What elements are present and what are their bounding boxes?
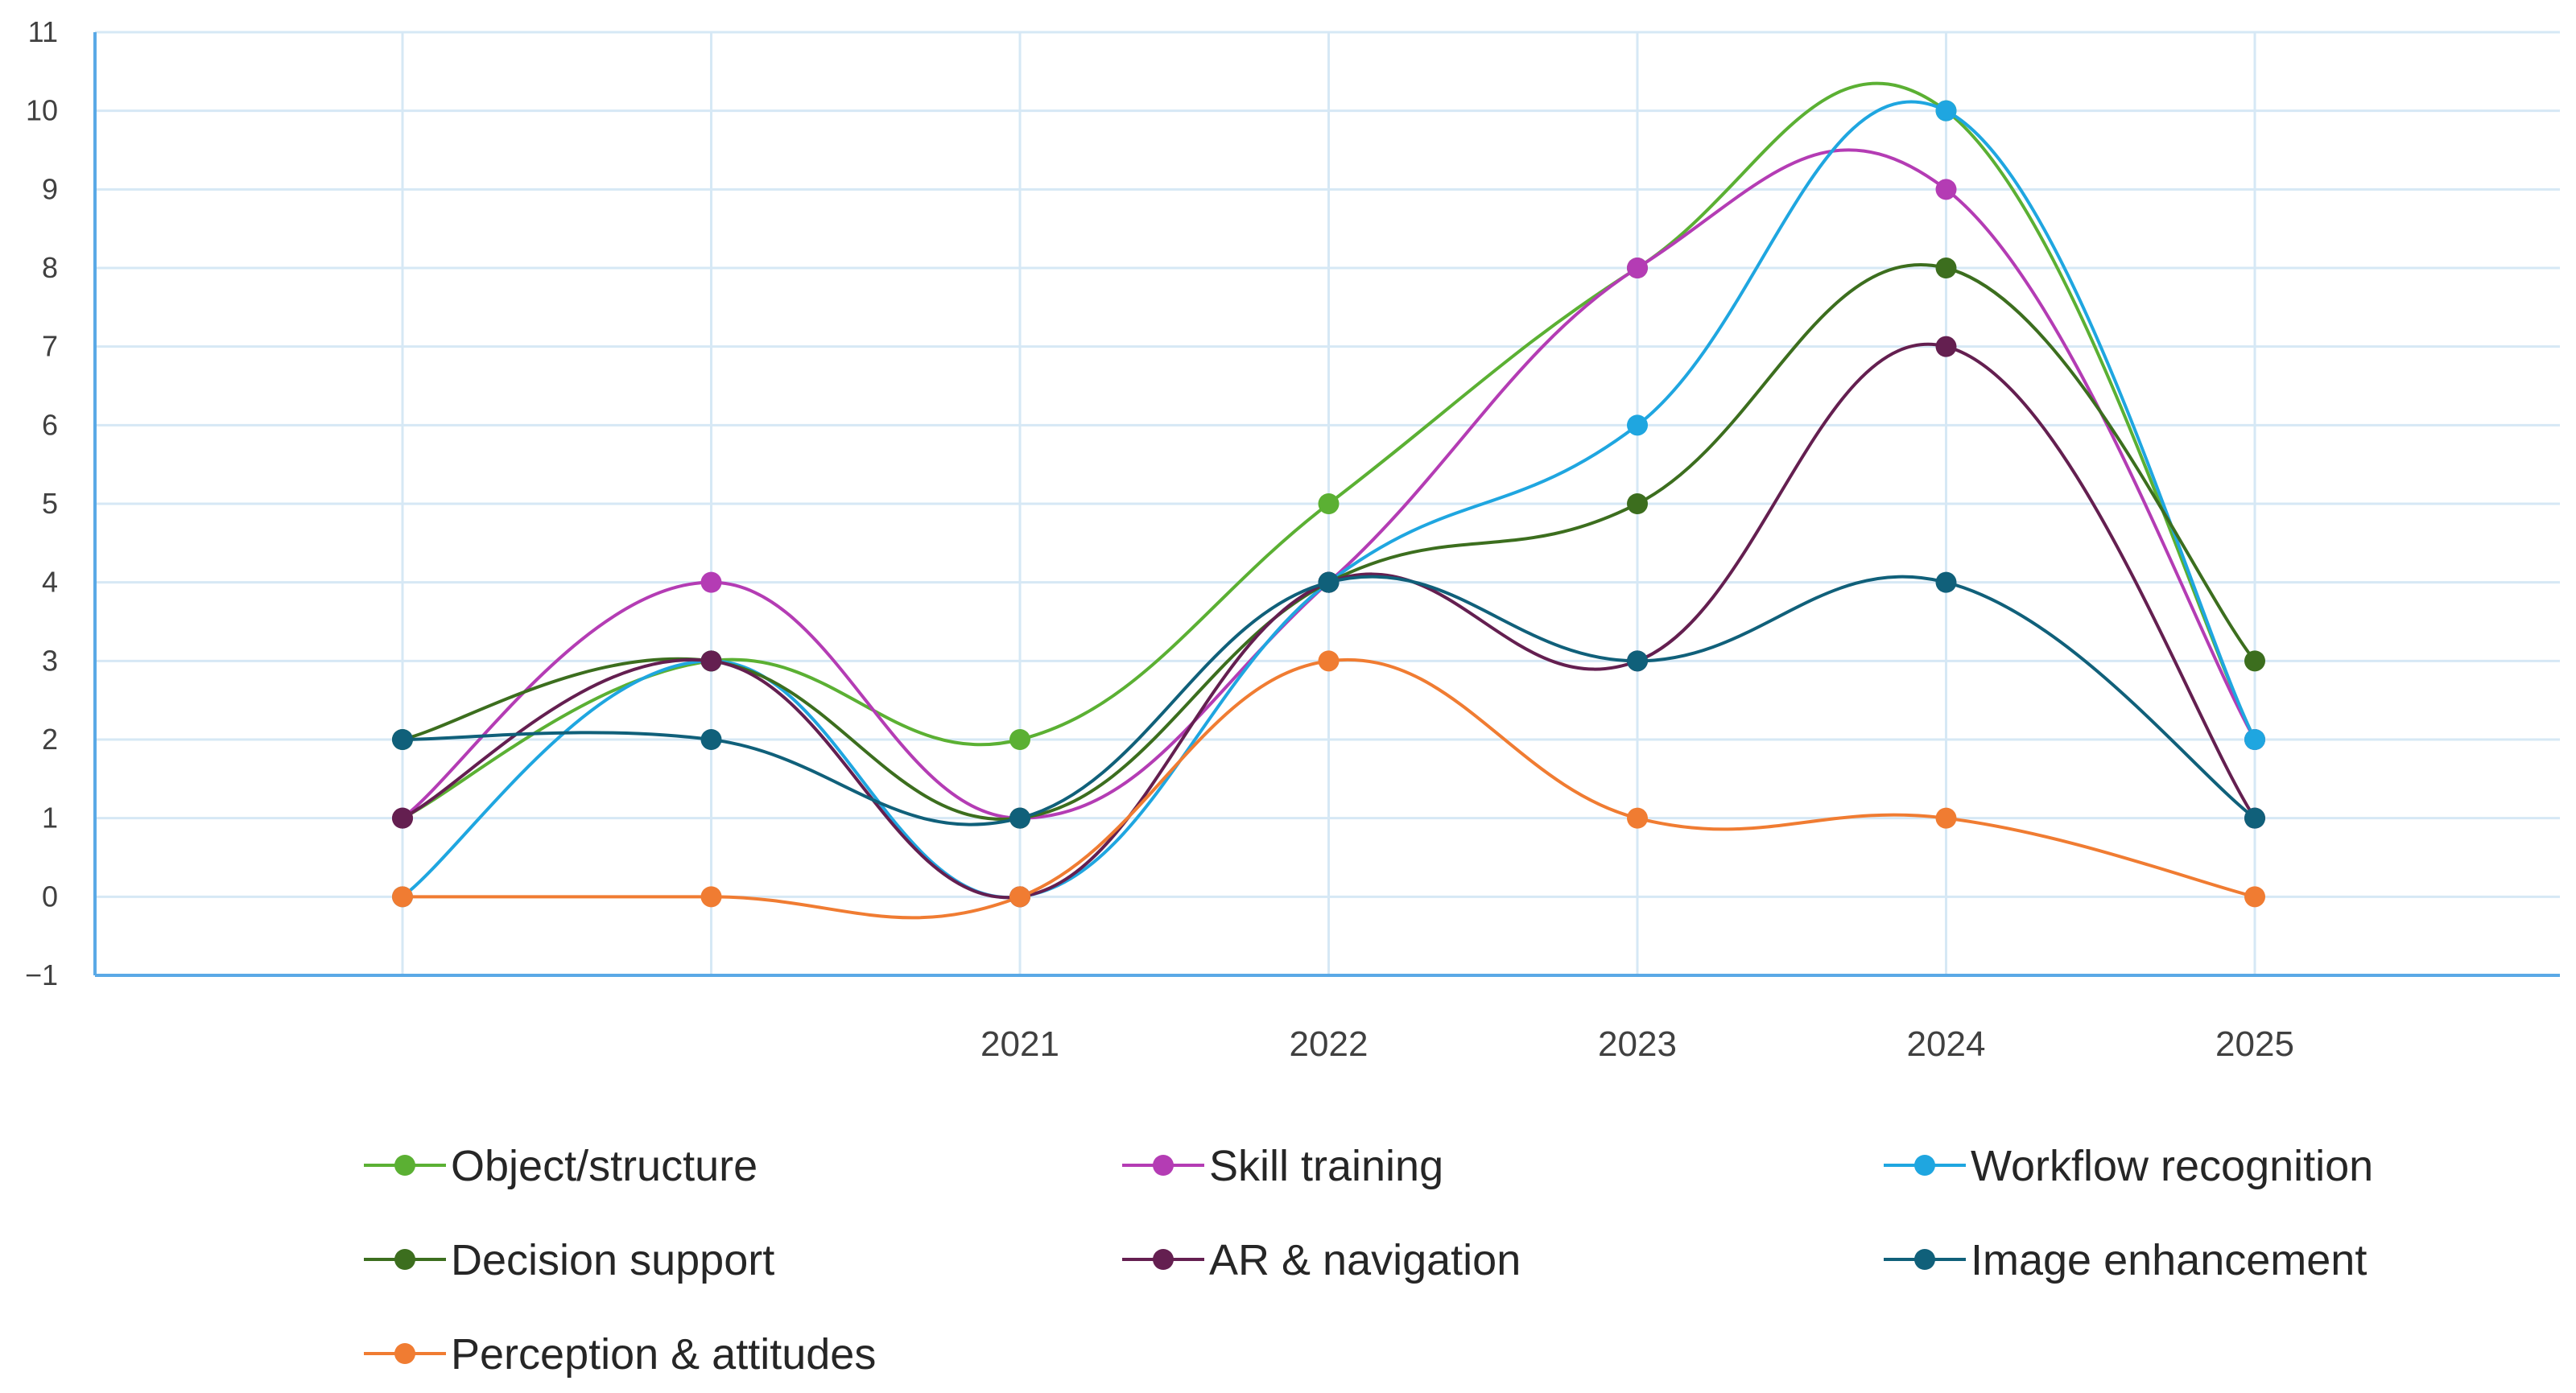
data-point-decision-support [1935,258,1957,278]
series-line-object-structure [402,81,2256,820]
data-point-perception-attitudes [1318,650,1340,672]
y-tick-label: 6 [42,408,58,441]
data-point-perception-attitudes [1627,807,1648,829]
data-point-decision-support [2244,650,2265,672]
y-tick-label: 9 [42,172,58,205]
data-point-object-structure [1009,729,1030,750]
legend-swatch-marker [394,1155,415,1176]
data-point-image-enhancement [1627,650,1648,672]
data-point-decision-support [1627,493,1648,514]
legend-label: Workflow recognition [1971,1142,2373,1190]
data-point-image-enhancement [2244,807,2265,829]
x-tick-label: 2023 [1598,1024,1677,1064]
legend-swatch-marker [1153,1155,1174,1176]
legend-swatch-marker [1153,1249,1174,1270]
data-point-workflow-recognition [2244,729,2265,750]
data-point-workflow-recognition [1935,100,1957,122]
data-point-perception-attitudes [2244,886,2265,908]
y-tick-label: 3 [42,644,58,677]
legend-label: Decision support [451,1236,774,1284]
y-tick-label: 11 [28,15,58,48]
legend-item-perception-attitudes: Perception & attitudes [364,1330,876,1379]
data-point-ar-navigation [700,650,722,672]
data-point-image-enhancement [1935,571,1957,593]
x-tick-label: 2022 [1290,1024,1368,1064]
data-point-object-structure [1318,493,1340,514]
data-point-image-enhancement [700,729,722,750]
y-tick-label: 5 [42,487,58,520]
axes [93,32,2560,977]
legend-swatch-marker [394,1343,415,1364]
y-tick-label: −1 [25,958,58,991]
data-point-perception-attitudes [1935,807,1957,829]
legend-label: Perception & attitudes [451,1330,876,1379]
x-tick-label: 2024 [1907,1024,1986,1064]
x-tick-label: 2021 [980,1024,1059,1064]
legend-label: Object/structure [451,1142,758,1190]
data-point-skill-training [1935,179,1957,200]
legend-item-ar-navigation: AR & navigation [1122,1236,1521,1284]
legend-label: AR & navigation [1209,1236,1521,1284]
series-markers [392,100,2265,908]
y-tick-label: 0 [42,880,58,913]
legend-item-image-enhancement: Image enhancement [1884,1236,2367,1284]
data-point-skill-training [1627,258,1648,278]
data-point-image-enhancement [392,729,413,750]
data-point-skill-training [700,571,722,593]
y-tick-label: 8 [42,251,58,284]
data-point-perception-attitudes [392,886,413,908]
y-tick-label: 4 [42,566,58,599]
legend-item-workflow-recognition: Workflow recognition [1884,1142,2373,1190]
data-point-perception-attitudes [700,886,722,908]
data-point-workflow-recognition [1627,414,1648,436]
legend-swatch-marker [1914,1249,1935,1270]
x-axis-tick-labels: 2021 2022 2023 2024 2025 [980,1024,2294,1064]
data-point-ar-navigation [1935,336,1957,357]
legend-item-decision-support: Decision support [364,1236,774,1284]
legend-item-object-structure: Object/structure [364,1142,758,1190]
data-point-image-enhancement [1009,807,1030,829]
y-tick-label: 1 [42,802,58,835]
y-tick-label: 2 [42,723,58,756]
y-tick-label: 10 [26,94,58,127]
legend-swatch-marker [1914,1155,1935,1176]
legend-swatch-marker [394,1249,415,1270]
series-line-ar-navigation [402,342,2256,900]
y-tick-label: 7 [42,330,58,363]
legend-item-skill-training: Skill training [1122,1142,1443,1190]
legend-label: Skill training [1209,1142,1443,1190]
data-point-image-enhancement [1318,571,1340,593]
x-tick-label: 2025 [2215,1024,2294,1064]
legend: Object/structure Skill training Workflow r… [364,1142,2373,1379]
data-point-perception-attitudes [1009,886,1030,908]
data-point-ar-navigation [392,807,413,829]
legend-label: Image enhancement [1971,1236,2367,1284]
